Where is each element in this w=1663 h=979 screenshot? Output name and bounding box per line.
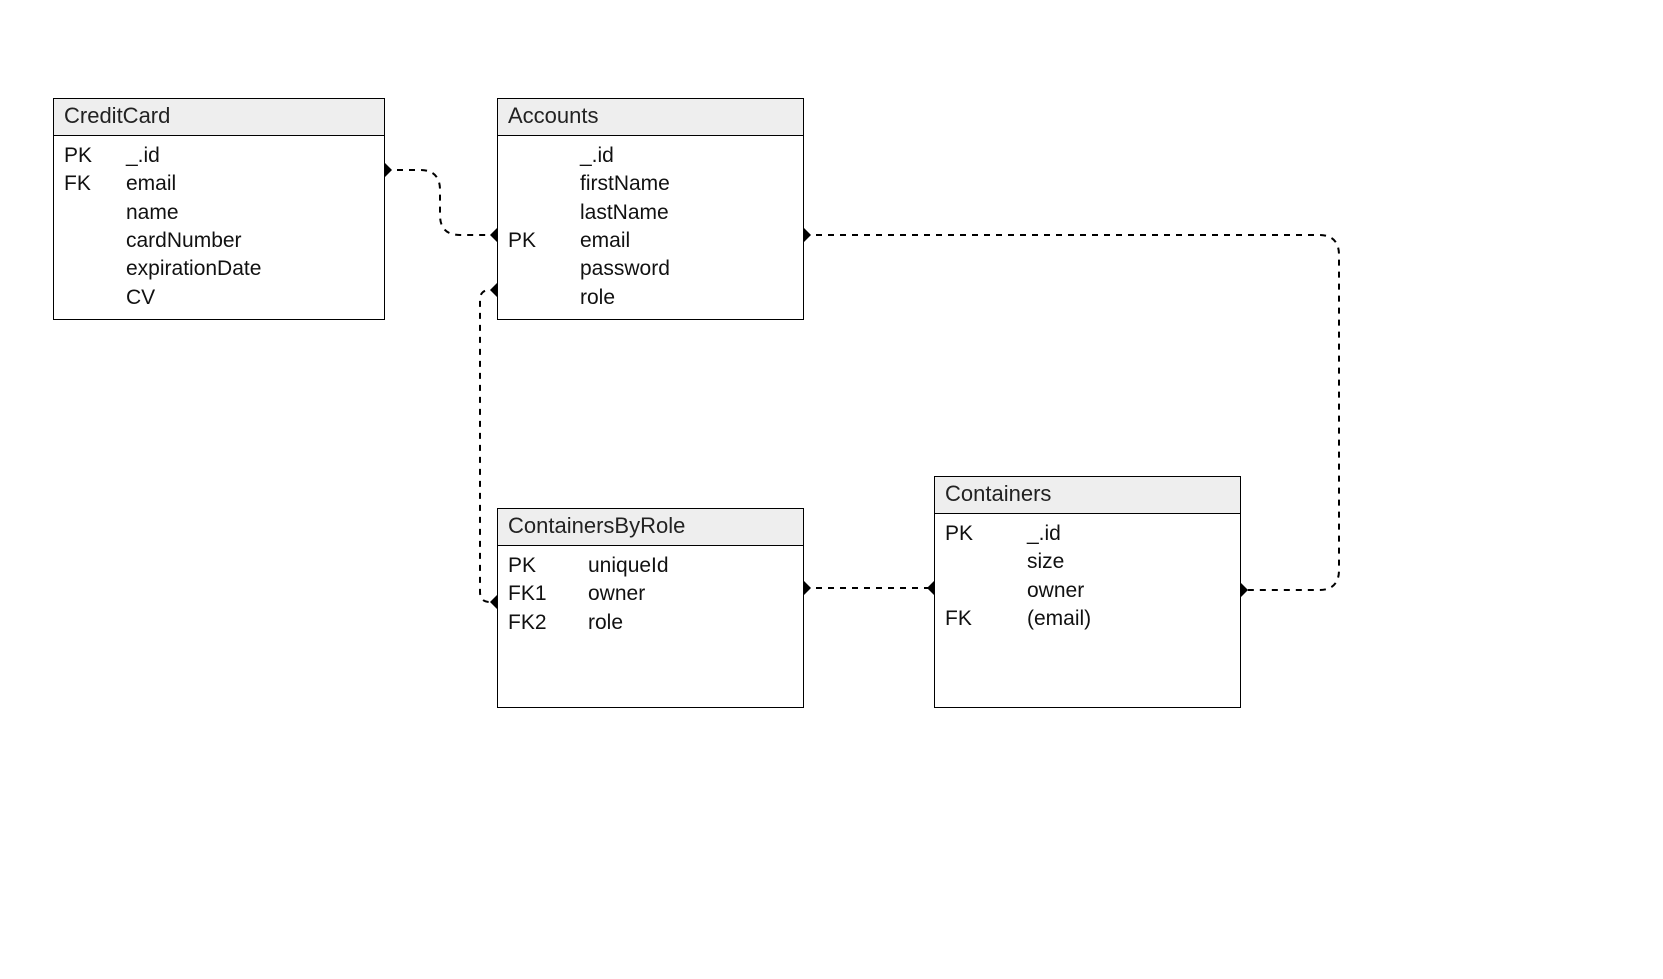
key-indicator: FK — [945, 605, 1027, 633]
entity-row: FK2role — [508, 609, 793, 637]
key-indicator: PK — [64, 142, 126, 170]
entity-title: Accounts — [498, 99, 803, 136]
field-name: uniqueId — [588, 552, 793, 580]
field-name: lastName — [580, 199, 793, 227]
entity-row: owner — [945, 577, 1230, 605]
entity-containers: ContainersPK_.idsizeownerFK(email) — [934, 476, 1241, 708]
entity-row: firstName — [508, 170, 793, 198]
field-name: name — [126, 199, 374, 227]
field-name: _.id — [126, 142, 374, 170]
key-indicator: PK — [508, 552, 588, 580]
entity-row: _.id — [508, 142, 793, 170]
field-name: role — [588, 609, 793, 637]
entity-row: FK1owner — [508, 580, 793, 608]
entity-creditcard: CreditCardPK_.idFKemailnamecardNumberexp… — [53, 98, 385, 320]
entity-row: lastName — [508, 199, 793, 227]
entity-containersbyrole: ContainersByRolePKuniqueIdFK1ownerFK2rol… — [497, 508, 804, 708]
entity-row: size — [945, 548, 1230, 576]
entity-row: role — [508, 284, 793, 312]
entity-row: PKemail — [508, 227, 793, 255]
entity-row: cardNumber — [64, 227, 374, 255]
entity-row: PKuniqueId — [508, 552, 793, 580]
entity-row: name — [64, 199, 374, 227]
field-name: owner — [588, 580, 793, 608]
field-name: email — [580, 227, 793, 255]
field-name: size — [1027, 548, 1230, 576]
field-name: expirationDate — [126, 255, 374, 283]
edge-accounts-containersbyrole — [480, 290, 497, 602]
key-indicator: PK — [508, 227, 580, 255]
entity-row: PK_.id — [945, 520, 1230, 548]
diagram-canvas: CreditCardPK_.idFKemailnamecardNumberexp… — [0, 0, 1663, 979]
entity-body: _.idfirstNamelastNamePKemailpasswordrole — [498, 136, 803, 320]
entity-body: PKuniqueIdFK1ownerFK2role — [498, 546, 803, 645]
field-name: _.id — [580, 142, 793, 170]
field-name: firstName — [580, 170, 793, 198]
field-name: (email) — [1027, 605, 1230, 633]
entity-accounts: Accounts_.idfirstNamelastNamePKemailpass… — [497, 98, 804, 320]
entity-title: ContainersByRole — [498, 509, 803, 546]
field-name: role — [580, 284, 793, 312]
field-name: CV — [126, 284, 374, 312]
field-name: owner — [1027, 577, 1230, 605]
key-indicator: FK1 — [508, 580, 588, 608]
field-name: email — [126, 170, 374, 198]
entity-row: FK(email) — [945, 605, 1230, 633]
entity-row: FKemail — [64, 170, 374, 198]
field-name: password — [580, 255, 793, 283]
edge-creditcard-accounts — [385, 170, 497, 235]
entity-body: PK_.idsizeownerFK(email) — [935, 514, 1240, 641]
key-indicator: FK2 — [508, 609, 588, 637]
field-name: _.id — [1027, 520, 1230, 548]
entity-row: CV — [64, 284, 374, 312]
field-name: cardNumber — [126, 227, 374, 255]
key-indicator: PK — [945, 520, 1027, 548]
entity-body: PK_.idFKemailnamecardNumberexpirationDat… — [54, 136, 384, 320]
entity-title: CreditCard — [54, 99, 384, 136]
entity-row: password — [508, 255, 793, 283]
entity-row: expirationDate — [64, 255, 374, 283]
entity-title: Containers — [935, 477, 1240, 514]
entity-row: PK_.id — [64, 142, 374, 170]
key-indicator: FK — [64, 170, 126, 198]
